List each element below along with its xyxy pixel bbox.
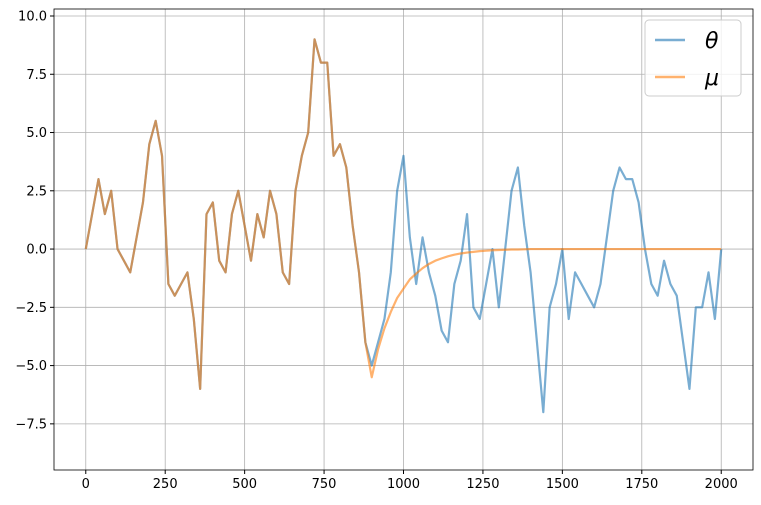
plot-frame — [53, 8, 754, 471]
y-tick-label: 5.0 — [26, 126, 47, 141]
x-tick-label: 1250 — [466, 477, 499, 492]
x-tick-label: 0 — [82, 477, 90, 492]
legend-label: μ — [704, 66, 719, 91]
y-tick-label: −7.5 — [15, 417, 47, 432]
x-tick-label: 500 — [232, 477, 257, 492]
legend-label: θ — [705, 29, 719, 54]
series-line — [84, 38, 722, 390]
x-tick-label: 2000 — [705, 477, 738, 492]
y-tick-label: 7.5 — [26, 68, 47, 83]
y-tick-label: −2.5 — [15, 301, 47, 316]
y-tick-label: 0.0 — [26, 243, 47, 258]
y-tick-label: 10.0 — [18, 9, 47, 24]
x-tick-label: 1000 — [387, 477, 420, 492]
x-tick-label: 750 — [312, 477, 337, 492]
legend-box — [644, 19, 742, 97]
y-tick-label: 2.5 — [26, 184, 47, 199]
y-tick-label: −5.0 — [15, 359, 47, 374]
x-tick-label: 250 — [153, 477, 178, 492]
x-tick-label: 1750 — [625, 477, 658, 492]
x-tick-label: 1500 — [546, 477, 579, 492]
